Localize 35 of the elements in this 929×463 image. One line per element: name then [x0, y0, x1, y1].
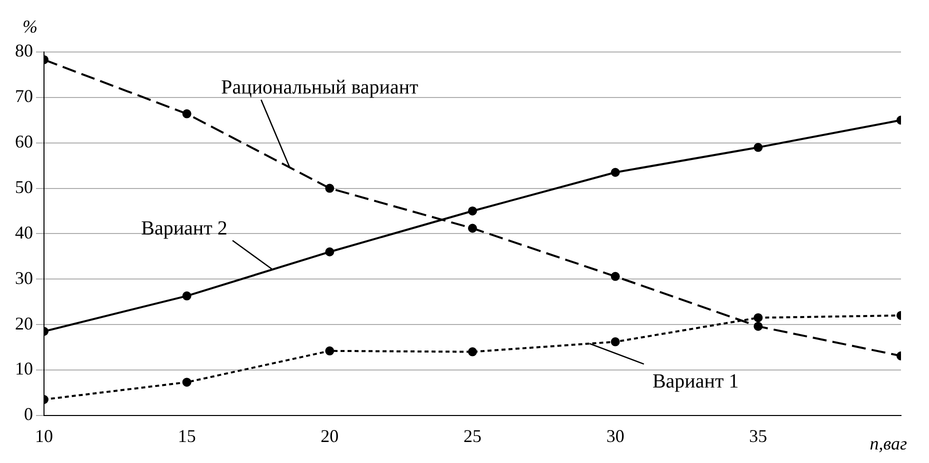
point [468, 206, 477, 216]
point [325, 247, 334, 256]
x-tick-label: 10 [35, 426, 53, 446]
x-tick-label: 15 [178, 426, 196, 446]
y-tick-label: 40 [15, 222, 33, 242]
point [468, 347, 477, 356]
text: Вариант 2 [141, 217, 228, 240]
y-tick-label: 20 [15, 313, 33, 334]
point [182, 109, 192, 118]
series-label: Рациональный вариант [221, 76, 419, 99]
point [754, 142, 763, 152]
y-tick-label: 50 [15, 177, 33, 198]
point [182, 378, 192, 387]
x-axis-title: n,ваг [870, 434, 907, 454]
y-tick-label: 10 [15, 358, 33, 379]
point [610, 168, 620, 177]
point [754, 313, 763, 322]
x-tick-label: 20 [320, 426, 339, 446]
x-tick-label: 25 [464, 426, 482, 446]
point [610, 272, 620, 281]
point [468, 224, 477, 233]
y-tick-label: 60 [15, 132, 33, 152]
point [325, 184, 334, 193]
series-label: Вариант 1 [652, 370, 739, 392]
point [182, 291, 192, 300]
x-tick-label: 35 [749, 426, 768, 446]
point [610, 337, 620, 346]
point [754, 322, 763, 331]
x-tick-label: 30 [606, 426, 624, 446]
point [325, 346, 334, 356]
y-tick-label: 70 [15, 86, 33, 106]
y-tick-label: 80 [15, 40, 33, 61]
y-tick-label: 30 [15, 268, 33, 288]
y-tick-label: 0 [24, 404, 33, 424]
y-axis-title: % [22, 16, 38, 37]
